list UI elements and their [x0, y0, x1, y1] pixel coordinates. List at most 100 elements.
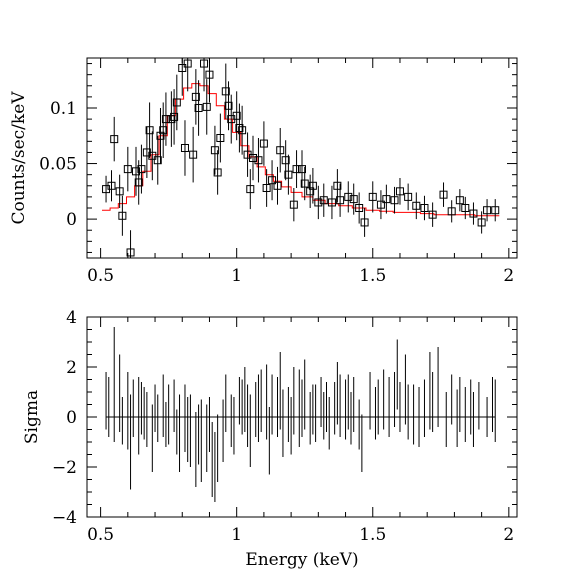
- data-point: [126, 248, 135, 257]
- data-points: [102, 58, 500, 258]
- data-point: [336, 196, 345, 205]
- data-point: [382, 195, 391, 204]
- data-point: [273, 181, 282, 190]
- residuals-x-axis-label: Energy (keV): [245, 550, 358, 570]
- data-point: [390, 196, 399, 205]
- data-point: [447, 207, 456, 216]
- data-point: [110, 135, 119, 144]
- data-point: [235, 124, 244, 132]
- data-point: [259, 139, 268, 148]
- data-point: [268, 176, 277, 185]
- data-point: [412, 201, 421, 210]
- data-point: [118, 211, 127, 220]
- spectrum-x-tick-label: 1: [231, 266, 242, 286]
- residuals-y-tick-label: −4: [52, 508, 77, 528]
- data-point: [178, 64, 187, 72]
- data-point: [477, 218, 486, 227]
- data-point: [376, 200, 385, 209]
- data-point: [420, 204, 429, 212]
- data-point: [172, 98, 181, 107]
- residuals-x-tick-label: 0.5: [87, 525, 114, 545]
- data-point: [107, 181, 116, 190]
- residuals-y-tick-label: −2: [52, 458, 77, 478]
- data-point: [216, 134, 225, 142]
- data-point: [262, 184, 271, 192]
- spectrum-y-tick-label: 0: [66, 210, 77, 230]
- data-point: [202, 102, 211, 111]
- data-point: [156, 131, 165, 140]
- data-point: [200, 59, 209, 68]
- data-point: [161, 115, 170, 124]
- data-point: [123, 165, 132, 174]
- spectrum-frame: [86, 57, 518, 259]
- data-point: [292, 165, 301, 174]
- residuals-panel: 0.5 1 1.5 2 −4 −2 0 2 4 Sigma Energy (keV): [22, 308, 518, 570]
- residuals-y-axis-label: Sigma: [22, 390, 42, 444]
- data-point: [137, 165, 146, 174]
- data-point: [246, 185, 255, 194]
- spectrum-panel: 0.5 1 1.5 2 0 0.05 0.1 Counts/sec/keV: [9, 57, 518, 286]
- data-point: [439, 190, 448, 199]
- data-point: [210, 146, 219, 155]
- data-point: [232, 111, 241, 120]
- data-point: [319, 196, 328, 205]
- data-point: [308, 181, 317, 190]
- data-point: [238, 126, 247, 135]
- data-point: [428, 210, 437, 219]
- data-point: [368, 192, 377, 201]
- data-point: [115, 187, 124, 196]
- data-point: [205, 70, 214, 79]
- data-point: [180, 144, 189, 152]
- data-point: [221, 87, 230, 96]
- spectrum-y-tick-label: 0.05: [39, 155, 77, 175]
- data-point: [148, 151, 157, 160]
- data-point: [289, 200, 298, 209]
- spectrum-y-axis-label: Counts/sec/keV: [9, 91, 29, 225]
- data-point: [281, 156, 290, 165]
- data-point: [327, 198, 336, 207]
- residuals-x-tick-label: 2: [503, 525, 514, 545]
- residuals-x-tick-label: 1.5: [359, 525, 386, 545]
- data-point: [483, 206, 492, 215]
- data-point: [333, 181, 342, 190]
- data-point: [189, 150, 198, 159]
- spectrum-x-tick-label: 2: [503, 266, 514, 286]
- data-point: [134, 178, 143, 187]
- data-point: [469, 209, 478, 218]
- data-point: [224, 101, 233, 110]
- residuals-y-tick-label: 4: [66, 308, 77, 328]
- data-point: [194, 104, 203, 112]
- data-point: [159, 126, 168, 135]
- data-point: [349, 195, 358, 204]
- data-point: [314, 198, 323, 207]
- data-point: [276, 146, 285, 155]
- data-point: [491, 206, 500, 215]
- spectrum-y-tick-label: 0.1: [50, 99, 77, 119]
- data-point: [170, 112, 179, 121]
- data-point: [455, 196, 464, 205]
- residuals-y-tick-label: 2: [66, 358, 77, 378]
- data-point: [145, 126, 154, 135]
- data-point: [306, 187, 315, 196]
- data-point: [395, 187, 404, 196]
- spectrum-x-tick-label: 0.5: [87, 266, 114, 286]
- data-point: [298, 165, 306, 174]
- data-point: [153, 156, 162, 165]
- data-point: [213, 168, 222, 177]
- data-point: [191, 92, 200, 101]
- data-point: [404, 192, 413, 201]
- spectrum-x-tick-label: 1.5: [359, 266, 386, 286]
- data-point: [344, 192, 353, 201]
- residuals-x-tick-label: 1: [231, 525, 242, 545]
- data-point: [249, 154, 258, 162]
- data-point: [131, 167, 140, 176]
- data-point: [284, 170, 293, 179]
- residuals-y-tick-label: 0: [66, 408, 77, 428]
- data-point: [300, 179, 309, 188]
- data-point: [254, 156, 263, 165]
- data-point: [183, 59, 192, 68]
- data-point: [360, 218, 369, 227]
- data-point: [167, 115, 176, 124]
- data-point: [355, 204, 364, 212]
